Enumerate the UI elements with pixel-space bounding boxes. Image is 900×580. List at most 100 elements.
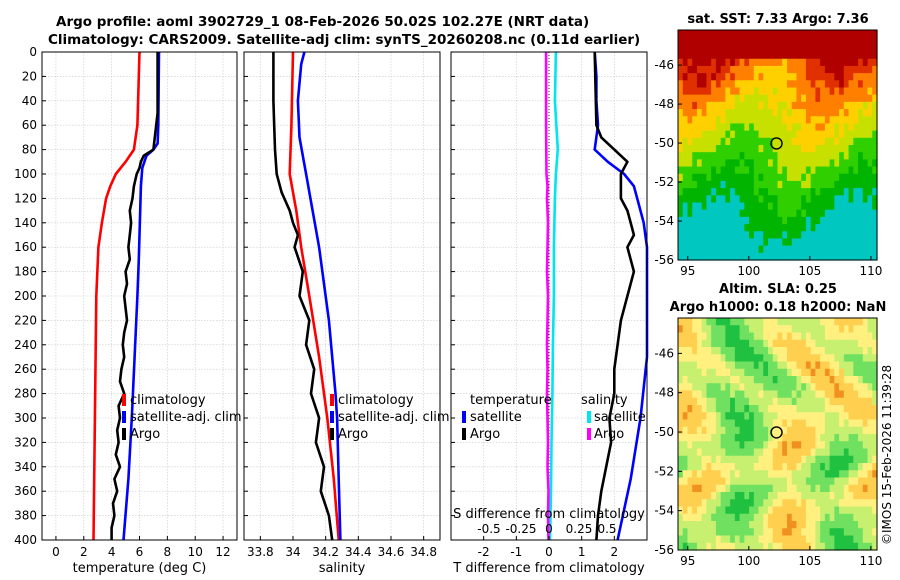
map-cell: [815, 390, 821, 399]
map-cell: [753, 397, 760, 406]
map-cell: [867, 202, 873, 211]
map-cell: [739, 419, 745, 428]
map-cell: [720, 137, 726, 146]
map-cell: [782, 419, 788, 428]
map-cell: [810, 202, 817, 211]
map-cell: [744, 542, 750, 551]
map-cell: [867, 318, 873, 326]
map-cell: [772, 252, 779, 261]
map-cell: [739, 521, 745, 529]
map-cell: [706, 101, 712, 110]
map-cell: [706, 477, 712, 486]
map-cell: [730, 426, 736, 435]
map-cell: [810, 44, 817, 53]
top-x-tick-label: 0.25: [566, 522, 593, 536]
map-cell: [715, 484, 722, 493]
map-cell: [834, 73, 840, 81]
map-cell: [848, 354, 854, 363]
map-cell: [696, 383, 703, 392]
map-cell: [772, 30, 779, 38]
map-cell: [696, 477, 703, 486]
map-cell: [678, 166, 684, 175]
map-cell: [777, 123, 783, 132]
map-cell: [749, 412, 755, 421]
map-cell: [820, 58, 826, 67]
map-cell: [805, 116, 812, 125]
map-cell: [744, 339, 750, 348]
map-cell: [862, 390, 869, 399]
map-cell: [725, 109, 731, 117]
map-cell: [853, 506, 859, 515]
map-cell: [843, 130, 850, 139]
map-cell: [805, 195, 812, 204]
map-cell: [829, 361, 835, 370]
map-cell: [734, 405, 741, 413]
map-cell: [820, 325, 826, 334]
map-cell: [858, 318, 864, 326]
map-cell: [682, 80, 689, 89]
map-cell: [749, 463, 755, 471]
map-cell: [711, 484, 717, 493]
map-cell: [696, 231, 703, 240]
map-cell: [678, 73, 684, 81]
map-cell: [848, 535, 854, 544]
map-cell: [796, 137, 802, 146]
map-cell: [758, 513, 764, 522]
x-axis-label: salinity: [319, 561, 366, 576]
map-cell: [768, 116, 774, 125]
map-cell: [706, 383, 712, 392]
map-cell: [791, 173, 798, 182]
map-cell: [872, 419, 878, 428]
map-cell: [843, 426, 850, 435]
map-cell: [711, 109, 717, 117]
map-cell: [862, 419, 869, 428]
map-cell: [805, 455, 812, 464]
map-cell: [834, 332, 840, 341]
map-cell: [777, 368, 783, 377]
map-cell: [824, 130, 831, 139]
map-cell: [696, 419, 703, 428]
map-cell: [682, 65, 689, 74]
map-cell: [744, 390, 750, 399]
map-cell: [687, 354, 693, 363]
y-tick-label: 320: [14, 435, 37, 449]
map-cell: [796, 44, 802, 53]
map-cell: [692, 80, 698, 89]
map-cell: [786, 347, 793, 355]
map-cell: [687, 116, 693, 125]
map-cell: [786, 145, 793, 153]
map-cell: [725, 405, 731, 413]
map-cell: [715, 347, 722, 355]
map-cell: [834, 245, 840, 254]
map-cell: [782, 492, 788, 500]
map-cell: [715, 159, 722, 168]
map-cell: [834, 390, 840, 399]
map-cell: [848, 30, 854, 38]
legend-swatch: [587, 411, 591, 423]
map-cell: [678, 419, 684, 428]
map-cell: [682, 492, 689, 500]
map-cell: [858, 383, 864, 392]
map-cell: [777, 65, 783, 74]
map-cell: [815, 426, 821, 435]
map-cell: [753, 73, 760, 81]
map-cell: [834, 123, 840, 132]
map-cell: [692, 166, 698, 175]
map-cell: [730, 434, 736, 442]
map-cell: [744, 405, 750, 413]
map-cell: [725, 209, 731, 218]
map-cell: [791, 325, 798, 334]
map-cell: [810, 145, 817, 153]
map-cell: [858, 73, 864, 81]
map-cell: [824, 521, 831, 529]
map-cell: [753, 405, 760, 413]
map-cell: [777, 390, 783, 399]
map-cell: [839, 477, 845, 486]
map-cell: [839, 434, 845, 442]
x-tick-label: 33.8: [247, 545, 274, 559]
map-cell: [820, 180, 826, 189]
map-cell: [815, 87, 821, 96]
map-cell: [843, 180, 850, 189]
map-cell: [682, 30, 689, 38]
map-cell: [744, 80, 750, 89]
